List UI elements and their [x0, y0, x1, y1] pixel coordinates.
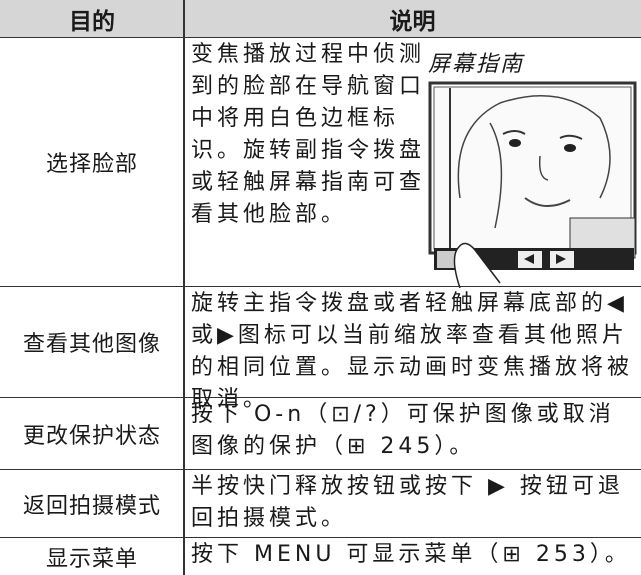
- row-description: 半按快门释放按钮或按下 ▶ 按钮可退回拍摄模式。: [184, 470, 641, 538]
- row-purpose: 返回拍摄模式: [0, 470, 184, 538]
- column-divider: [183, 0, 185, 575]
- row-purpose: 显示菜单: [0, 538, 184, 575]
- figure-caption: 屏幕指南: [428, 52, 525, 77]
- row-border: [184, 38, 641, 287]
- row-description: 按下 O‑n（⊡/?）可保护图像或取消图像的保护（⊞ 245）。: [184, 398, 641, 470]
- screen-illustration: [428, 81, 637, 288]
- header-purpose: 目的: [0, 0, 184, 38]
- row-description: 按下 MENU 可显示菜单（⊞ 253）。: [184, 538, 641, 575]
- row-description: 旋转主指令拨盘或者轻触屏幕底部的◀或▶图标可以当前缩放率查看其他照片的相同位置。…: [184, 287, 641, 412]
- row-description: 变焦播放过程中侦测到的脸部在导航窗口中将用白色边框标识。旋转副指令拨盘或轻触屏幕…: [191, 42, 426, 227]
- header-description: 说明: [184, 0, 641, 38]
- row-purpose: 更改保护状态: [0, 398, 184, 470]
- row-purpose: 查看其他图像: [0, 287, 184, 398]
- row-purpose: 选择脸部: [0, 38, 184, 287]
